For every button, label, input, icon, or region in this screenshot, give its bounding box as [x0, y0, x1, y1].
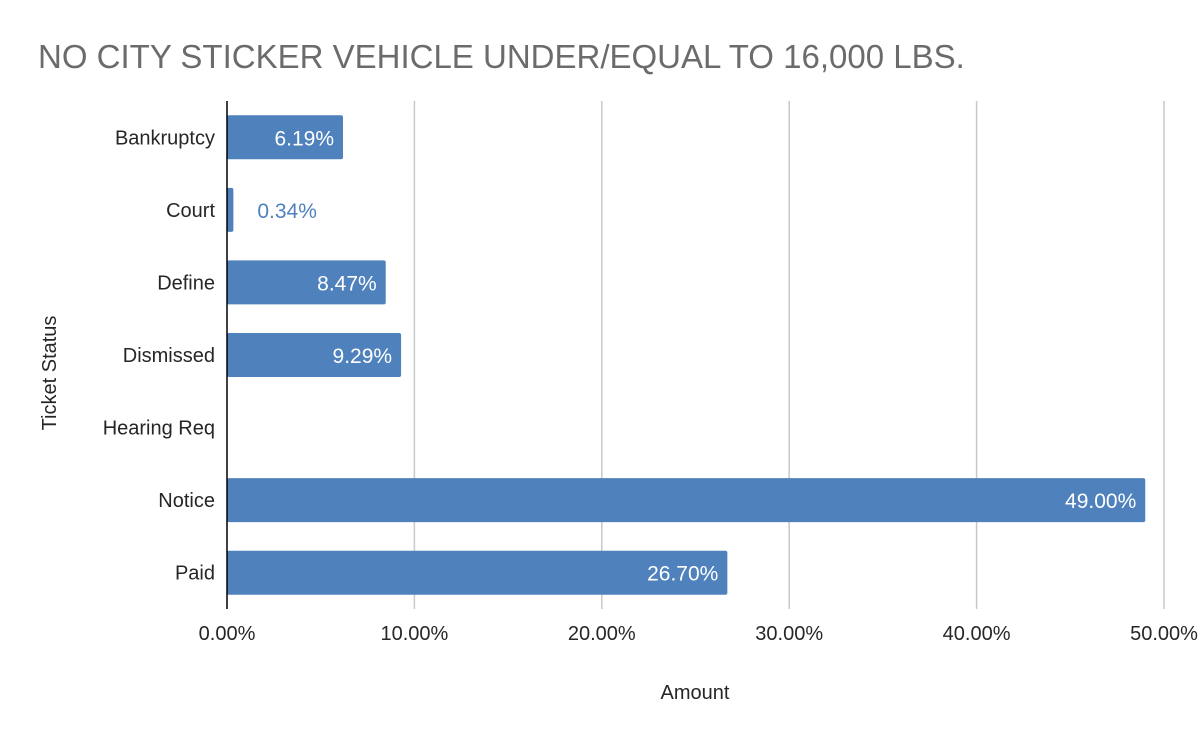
y-axis-title: Ticket Status [39, 316, 61, 431]
data-label-bankruptcy: 6.19% [274, 127, 334, 150]
data-labels: 6.19% 0.34% 8.47% 9.29% 49.00% 26.70% [257, 127, 1136, 585]
bar-bankruptcy [227, 115, 344, 160]
data-label-paid: 26.70% [647, 563, 718, 586]
x-tick-label: 0.00% [199, 623, 256, 645]
bar-court [227, 187, 234, 232]
category-label-hearing-req: Hearing Req [103, 418, 215, 440]
category-label-notice: Notice [158, 490, 215, 512]
x-tick-labels: 0.00% 10.00% 20.00% 30.00% 40.00% 50.00% [199, 623, 1198, 645]
gridlines [413, 101, 1165, 609]
bar-notice [227, 478, 1146, 523]
bar-paid [227, 550, 728, 595]
x-tick-label: 20.00% [568, 623, 636, 645]
category-label-define: Define [157, 272, 215, 294]
data-label-dismissed: 9.29% [333, 345, 393, 368]
x-tick-label: 30.00% [755, 623, 823, 645]
x-tick-label: 40.00% [943, 623, 1011, 645]
category-label-paid: Paid [175, 563, 215, 585]
category-label-dismissed: Dismissed [123, 345, 215, 367]
x-tick-label: 50.00% [1130, 623, 1198, 645]
data-label-notice: 49.00% [1065, 490, 1136, 513]
category-label-bankruptcy: Bankruptcy [115, 127, 215, 149]
chart-title: NO CITY STICKER VEHICLE UNDER/EQUAL TO 1… [38, 38, 965, 75]
bar-dismissed [227, 333, 402, 377]
bar-define [227, 260, 386, 305]
category-labels: Bankruptcy Court Define Dismissed Hearing Re… [103, 127, 216, 584]
x-tick-label: 10.00% [380, 623, 448, 645]
category-label-court: Court [166, 200, 215, 222]
data-label-define: 8.47% [317, 272, 377, 295]
bars [227, 115, 1146, 595]
data-label-court: 0.34% [257, 200, 317, 223]
x-axis-title: Amount [661, 682, 730, 704]
